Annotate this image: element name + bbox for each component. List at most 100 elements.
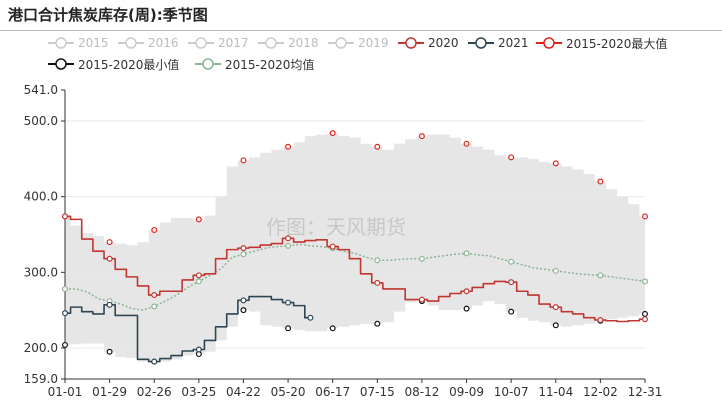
- x-tick-label: 01-01: [48, 385, 83, 399]
- marker-2015-2020-avg: [195, 278, 202, 285]
- y-tick-label: 200.0: [24, 341, 58, 355]
- y-tick-label: 500.0: [24, 114, 58, 128]
- legend-label: 2015-2020最小值: [78, 57, 180, 72]
- x-tick-label: 12-02: [583, 385, 618, 399]
- x-tick-label: 07-15: [360, 385, 395, 399]
- x-tick-label: 01-29: [92, 385, 127, 399]
- marker-2015-2020-avg: [552, 267, 559, 274]
- x-tick-label: 10-07: [494, 385, 529, 399]
- series-line-2021: [65, 295, 311, 363]
- legend-label: 2015: [78, 36, 109, 50]
- marker-2015-2020-min: [285, 325, 292, 332]
- chart-title: 港口合计焦炭库存(周):季节图: [8, 6, 208, 24]
- legend-item-s2020[interactable]: 2020: [398, 34, 459, 52]
- marker-2015-2020-avg: [597, 272, 604, 279]
- marker-2020: [106, 255, 113, 262]
- legend-item-smin[interactable]: 2015-2020最小值: [48, 55, 179, 73]
- marker-2015-2020-max: [597, 178, 604, 185]
- legend-label: 2015-2020最大值: [566, 36, 668, 51]
- marker-2021: [195, 346, 202, 353]
- marker-2021: [285, 299, 292, 306]
- x-tick-label: 11-04: [538, 385, 573, 399]
- legend-item-y2016[interactable]: 2016: [118, 34, 179, 52]
- legend-marker-icon: [195, 58, 221, 70]
- marker-2020: [240, 245, 247, 252]
- marker-2015-2020-avg: [151, 303, 158, 310]
- legend-marker-icon: [536, 37, 562, 49]
- legend-item-y2019[interactable]: 2019: [328, 34, 389, 52]
- x-tick-label: 02-26: [137, 385, 172, 399]
- marker-2015-2020-max: [418, 133, 425, 140]
- legend-marker-icon: [118, 37, 144, 49]
- marker-2021: [61, 310, 68, 317]
- legend-label: 2015-2020均值: [225, 57, 315, 72]
- legend-label: 2020: [428, 36, 459, 50]
- legend-marker-icon: [258, 37, 284, 49]
- title-divider: [0, 30, 722, 31]
- marker-2015-2020-min: [508, 308, 515, 315]
- marker-2015-2020-avg: [463, 250, 470, 257]
- legend-marker-icon: [48, 37, 74, 49]
- series-line-2020: [65, 215, 645, 323]
- marker-2020: [552, 304, 559, 311]
- y-tick-label: 541.0: [24, 83, 58, 97]
- marker-2015-2020-max: [285, 143, 292, 150]
- marker-2015-2020-min: [552, 322, 559, 329]
- watermark: 作图：天风期货: [266, 215, 406, 239]
- marker-2020: [61, 213, 68, 220]
- x-tick-label: 06-17: [315, 385, 350, 399]
- y-tick-label: 159.0: [24, 372, 58, 386]
- marker-2015-2020-max: [508, 154, 515, 161]
- marker-2015-2020-max: [374, 143, 381, 150]
- marker-2015-2020-avg: [285, 242, 292, 249]
- marker-2021: [151, 358, 158, 365]
- y-tick-label: 300.0: [24, 265, 58, 279]
- marker-2015-2020-max: [106, 239, 113, 246]
- x-tick-label: 09-09: [449, 385, 484, 399]
- marker-2015-2020-min: [240, 307, 247, 314]
- marker-2015-2020-avg: [418, 255, 425, 262]
- x-tick-label: 05-20: [271, 385, 306, 399]
- marker-2015-2020-avg: [240, 251, 247, 258]
- legend-label: 2018: [288, 36, 319, 50]
- legend-marker-icon: [398, 37, 424, 49]
- marker-2020: [597, 316, 604, 323]
- marker-2020: [418, 296, 425, 303]
- legend-label: 2017: [218, 36, 249, 50]
- marker-2020: [329, 243, 336, 250]
- marker-2015-2020-avg: [374, 257, 381, 264]
- y-tick-label: 400.0: [24, 190, 58, 204]
- legend-item-smax[interactable]: 2015-2020最大值: [536, 34, 667, 52]
- marker-2020: [463, 288, 470, 295]
- legend-item-s2021[interactable]: 2021: [468, 34, 529, 52]
- marker-2015-2020-max: [552, 160, 559, 167]
- marker-2015-2020-max: [463, 140, 470, 147]
- marker-2015-2020-min: [463, 305, 470, 312]
- legend-marker-icon: [328, 37, 354, 49]
- legend-label: 2019: [358, 36, 389, 50]
- x-tick-label: 08-12: [404, 385, 439, 399]
- marker-2015-2020-max: [195, 216, 202, 223]
- marker-2015-2020-avg: [508, 258, 515, 265]
- marker-2020: [508, 279, 515, 286]
- marker-2021: [106, 301, 113, 308]
- marker-2015-2020-min: [641, 310, 648, 317]
- legend-item-y2018[interactable]: 2018: [258, 34, 319, 52]
- marker-2015-2020-min: [61, 341, 68, 348]
- marker-2020: [285, 235, 292, 242]
- legend-item-y2017[interactable]: 2017: [188, 34, 249, 52]
- legend-marker-icon: [468, 37, 494, 49]
- marker-2015-2020-avg: [641, 278, 648, 285]
- legend-label: 2021: [498, 36, 529, 50]
- marker-2020: [374, 279, 381, 286]
- range-band: [65, 133, 645, 362]
- marker-2015-2020-min: [329, 325, 336, 332]
- legend-item-y2015[interactable]: 2015: [48, 34, 109, 52]
- marker-2015-2020-max: [240, 157, 247, 164]
- marker-2020: [195, 272, 202, 279]
- marker-2015-2020-max: [641, 213, 648, 220]
- marker-2015-2020-max: [329, 130, 336, 137]
- marker-2020: [151, 292, 158, 299]
- legend-item-savg[interactable]: 2015-2020均值: [195, 55, 314, 73]
